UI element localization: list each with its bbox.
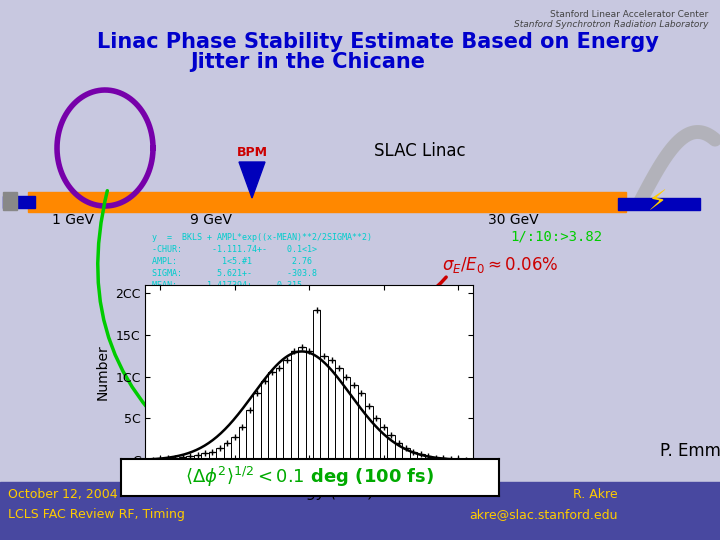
Text: $\langle\Delta\phi^2\rangle^{1/2} < 0.1$ deg (100 fs): $\langle\Delta\phi^2\rangle^{1/2} < 0.1$… — [185, 465, 435, 489]
Bar — [3, 192, 17, 210]
Bar — [238, 427, 246, 460]
Bar — [261, 381, 269, 460]
Bar — [194, 455, 202, 460]
Bar — [358, 393, 365, 460]
Text: MEAN:     -1.417394+-    0.315: MEAN: -1.417394+- 0.315 — [152, 281, 302, 290]
Bar — [372, 418, 380, 460]
Bar — [246, 410, 253, 460]
Bar — [186, 456, 194, 460]
Bar — [269, 373, 276, 460]
Text: Linac Phase Stability Estimate Based on Energy: Linac Phase Stability Estimate Based on … — [97, 32, 659, 52]
Bar — [171, 457, 179, 460]
Bar — [209, 452, 216, 460]
Text: P. Emma: P. Emma — [660, 442, 720, 460]
Bar — [410, 452, 417, 460]
Bar — [425, 456, 432, 460]
Bar — [365, 406, 372, 460]
Bar — [380, 427, 387, 460]
Polygon shape — [239, 162, 265, 198]
Bar — [313, 309, 320, 460]
Text: R. Akre: R. Akre — [573, 488, 618, 501]
Bar — [3, 196, 35, 208]
Text: Stanford Synchrotron Radiation Laboratory: Stanford Synchrotron Radiation Laborator… — [513, 20, 708, 29]
Bar — [202, 454, 209, 460]
Bar — [618, 198, 700, 210]
Text: Chi Squared:  3.17: Chi Squared: 3.17 — [152, 293, 242, 302]
Bar — [454, 459, 462, 460]
Bar — [157, 459, 164, 460]
Bar — [387, 435, 395, 460]
FancyArrowPatch shape — [345, 277, 446, 328]
Text: 9 GeV: 9 GeV — [190, 213, 232, 227]
Bar — [343, 376, 350, 460]
FancyArrowPatch shape — [98, 191, 210, 464]
Bar — [305, 352, 313, 460]
Text: October 12, 2004: October 12, 2004 — [8, 488, 117, 501]
Bar — [0, 482, 720, 540]
Bar — [320, 356, 328, 460]
Text: ⚡: ⚡ — [648, 188, 667, 216]
Bar — [216, 448, 224, 460]
Text: $\sigma_E/E_0 \approx 0.06\%$: $\sigma_E/E_0 \approx 0.06\%$ — [442, 255, 559, 275]
Text: 1 GeV: 1 GeV — [52, 213, 94, 227]
Text: akre@slac.stanford.edu: akre@slac.stanford.edu — [469, 508, 618, 521]
Bar — [336, 368, 343, 460]
Bar — [328, 360, 336, 460]
Bar — [231, 437, 238, 460]
Text: 1/:10:>3.82: 1/:10:>3.82 — [510, 229, 602, 243]
Text: 30 GeV: 30 GeV — [488, 213, 539, 227]
Bar — [179, 457, 186, 460]
Text: SLAC Linac: SLAC Linac — [374, 142, 466, 160]
Bar — [402, 448, 410, 460]
Bar — [432, 457, 439, 460]
Bar — [283, 360, 291, 460]
Bar — [276, 368, 283, 460]
Text: SIGMA:       5.621+-       -303.8: SIGMA: 5.621+- -303.8 — [152, 269, 317, 278]
Text: LCLS FAC Review RF, Timing: LCLS FAC Review RF, Timing — [8, 508, 185, 521]
X-axis label: $e^-$ Energy (MeV): $e^-$ Energy (MeV) — [243, 483, 375, 503]
Bar — [291, 352, 298, 460]
Text: Jitter in the Chicane: Jitter in the Chicane — [191, 52, 426, 72]
Text: y  =  BKLS + AMPL*exp((x-MEAN)**2/2SIGMA**2): y = BKLS + AMPL*exp((x-MEAN)**2/2SIGMA**… — [152, 233, 372, 242]
Bar — [253, 393, 261, 460]
Bar — [395, 443, 402, 460]
Bar — [439, 458, 447, 460]
Y-axis label: Number: Number — [96, 345, 109, 400]
Bar — [164, 458, 171, 460]
Bar — [350, 385, 358, 460]
Bar — [298, 347, 305, 460]
Bar — [28, 192, 626, 212]
Text: BPM: BPM — [236, 146, 268, 159]
Bar — [417, 454, 425, 460]
Text: AMPL:         1<5.#1        2.76: AMPL: 1<5.#1 2.76 — [152, 257, 312, 266]
Text: Stanford Linear Accelerator Center: Stanford Linear Accelerator Center — [550, 10, 708, 19]
Bar — [447, 459, 454, 460]
Bar — [224, 443, 231, 460]
Text: -CHUR:      -1.111.74+-    0.1<1>: -CHUR: -1.111.74+- 0.1<1> — [152, 245, 317, 254]
